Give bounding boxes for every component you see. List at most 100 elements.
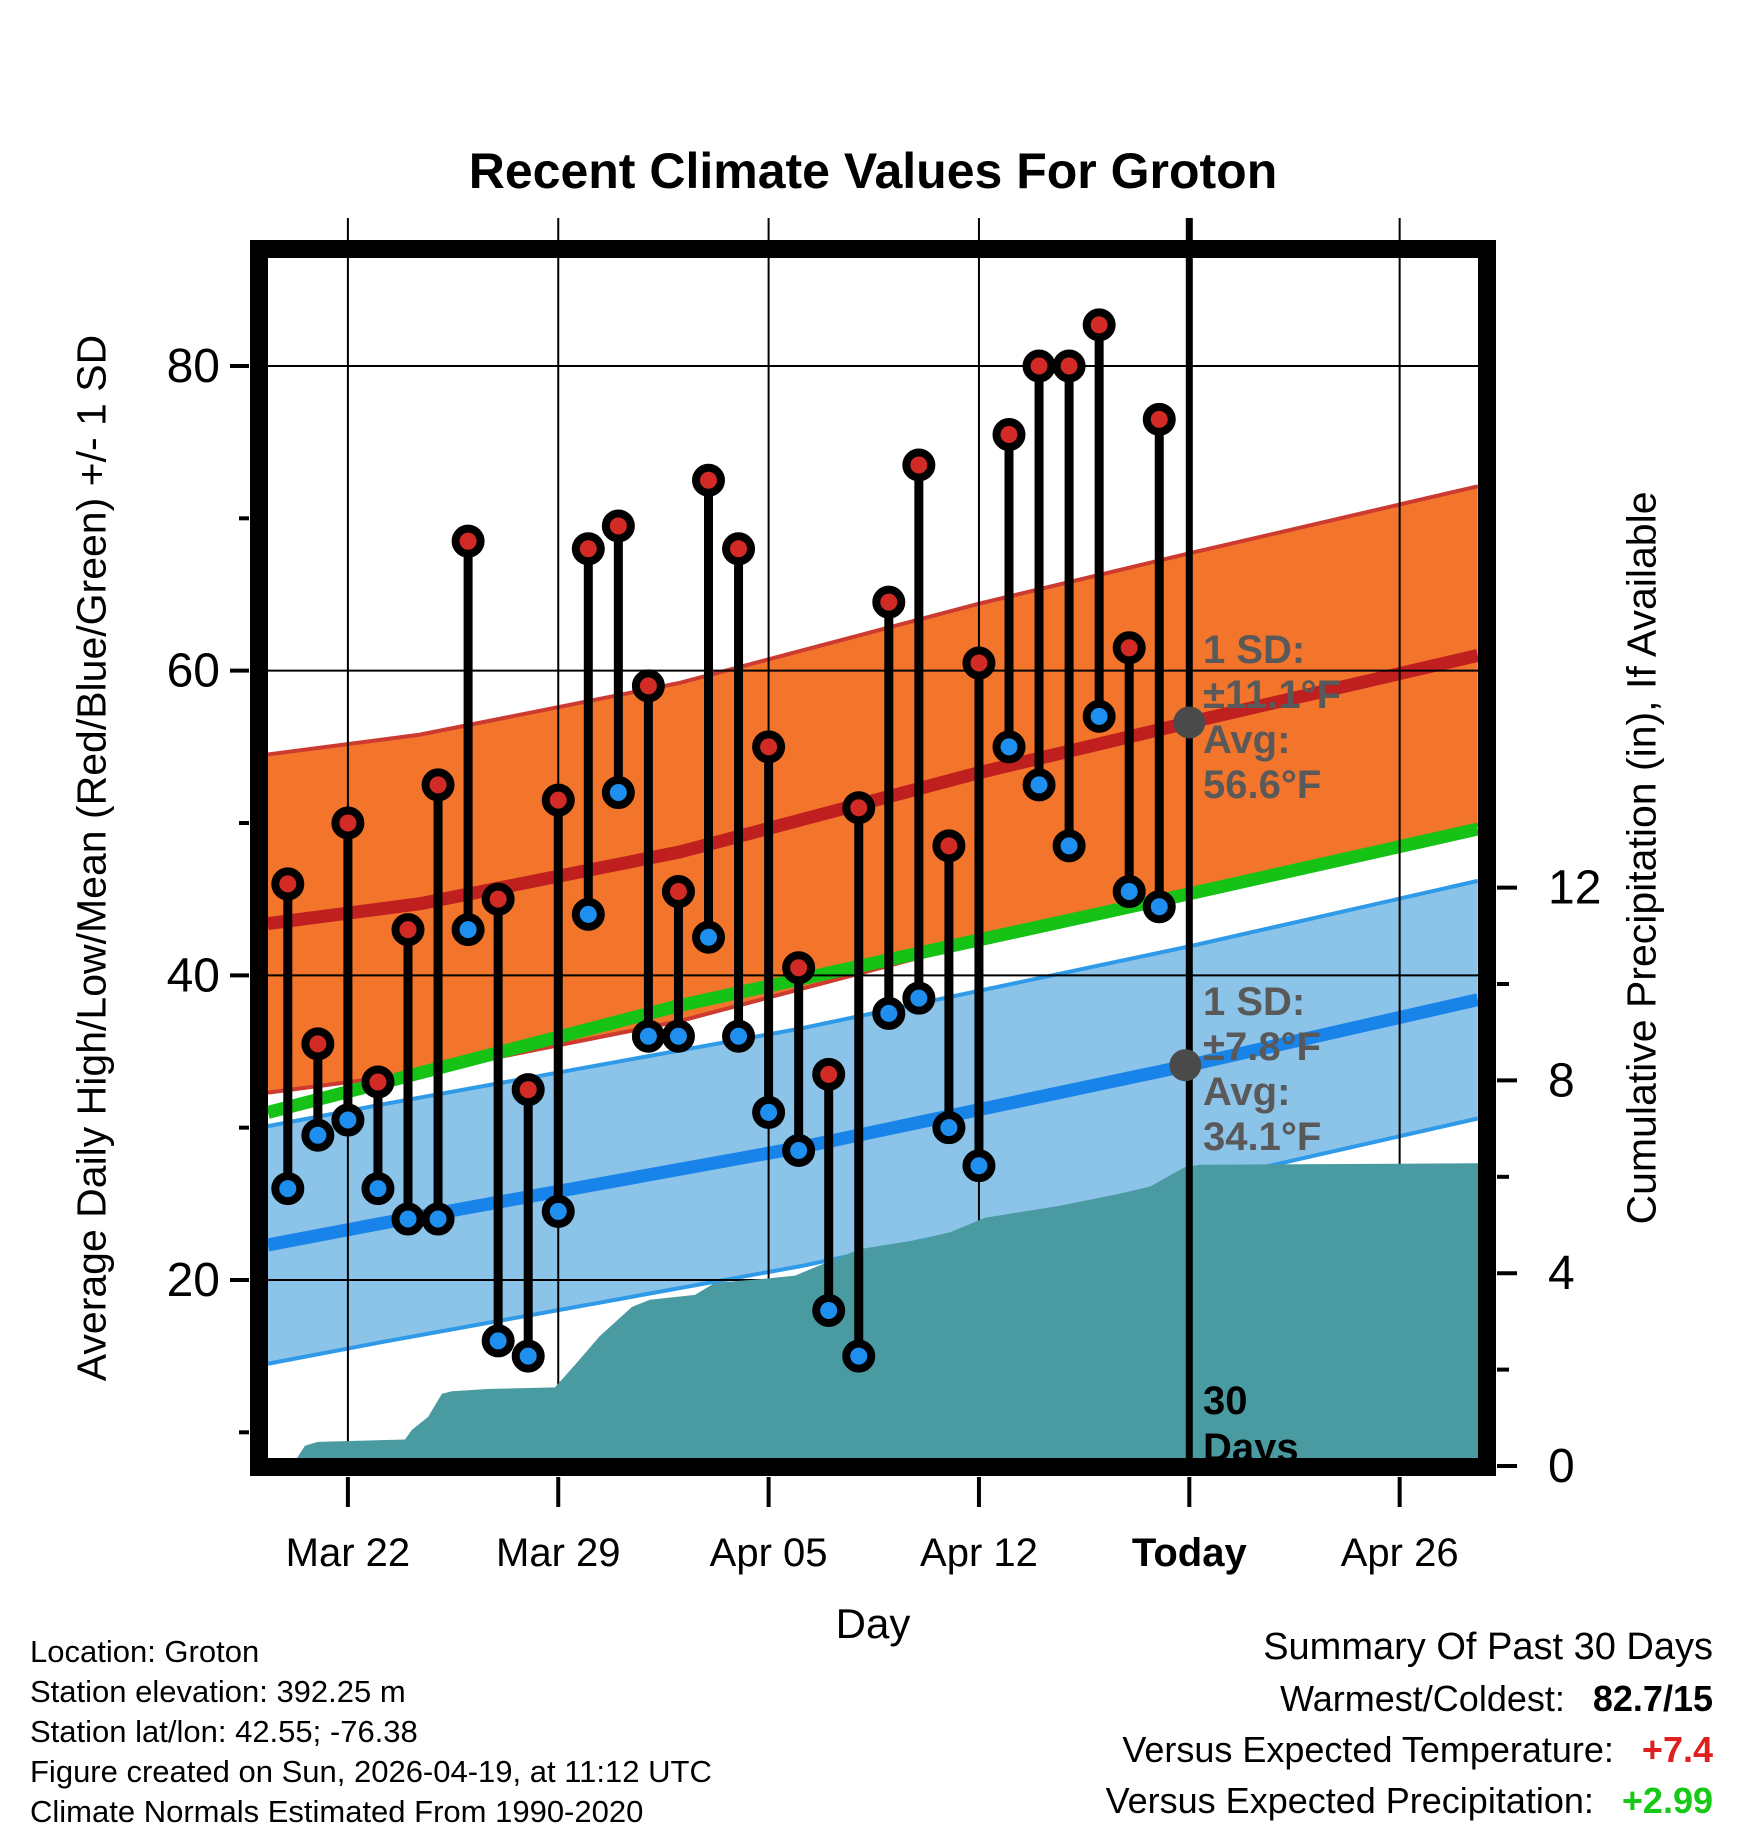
daily-high-dot: [1022, 349, 1056, 383]
daily-low-dot: [872, 996, 906, 1030]
daily-low-dot: [962, 1149, 996, 1183]
daily-high-dot: [301, 1027, 335, 1061]
daily-high-dot: [872, 585, 906, 619]
x-tick-label: Apr 26: [1341, 1531, 1459, 1575]
daily-low-dot: [1142, 890, 1176, 924]
daily-low-dot: [992, 730, 1026, 764]
thirty-days-label: 30 Days: [1203, 1379, 1299, 1470]
annotation-line: 56.6°F: [1203, 763, 1322, 807]
daily-low-dot: [571, 897, 605, 931]
summary-label: Versus Expected Precipitation:: [1105, 1780, 1594, 1821]
plot-frame: [250, 240, 1496, 1476]
figure-created: Figure created on Sun, 2026-04-19, at 11…: [30, 1754, 712, 1789]
daily-high-dot: [902, 448, 936, 482]
x-tick-label: Today: [1132, 1531, 1248, 1575]
mean-line: [266, 822, 1480, 1119]
daily-low-dot: [451, 913, 485, 947]
daily-low-dot: [752, 1095, 786, 1129]
summary-value: +2.99: [1621, 1780, 1713, 1821]
annotation-line: ±7.8°F: [1203, 1025, 1321, 1069]
daily-low-dot: [722, 1019, 756, 1053]
x-tick-label: Apr 05: [710, 1531, 828, 1575]
daily-high-dot: [601, 509, 635, 543]
daily-high-dot: [481, 882, 515, 916]
daily-high-dot: [361, 1065, 395, 1099]
y-axis-label-right: Cumulative Precipitation (in), If Availa…: [1618, 491, 1665, 1225]
daily-high-dot: [631, 669, 665, 703]
daily-high-dot: [541, 783, 575, 817]
summary-label: Warmest/Coldest:: [1280, 1678, 1565, 1719]
daily-low-dot: [812, 1293, 846, 1327]
daily-high-dot: [932, 829, 966, 863]
annotation-line: ±11.1°F: [1203, 673, 1342, 717]
daily-low-dot: [661, 1019, 695, 1053]
summary-row: Warmest/Coldest: 82.7/15: [1106, 1673, 1713, 1724]
daily-high-dot: [331, 806, 365, 840]
left-tick-label: 80: [167, 340, 220, 393]
left-tick-label: 20: [167, 1254, 220, 1307]
avg-high-marker: [1173, 706, 1206, 739]
daily-high-dot: [752, 730, 786, 764]
low-band-lower-edge: [267, 1116, 1479, 1366]
daily-low-dot: [842, 1339, 876, 1373]
daily-high-dot: [1142, 402, 1176, 436]
daily-low-dot: [1112, 875, 1146, 909]
daily-low-dot: [631, 1019, 665, 1053]
avg-high-line: [267, 649, 1480, 930]
daily-high-dot: [842, 791, 876, 825]
daily-high-dot: [782, 951, 816, 985]
summary-row: Versus Expected Precipitation: +2.99: [1106, 1775, 1713, 1826]
daily-high-dot: [511, 1073, 545, 1107]
daily-high-dot: [812, 1057, 846, 1091]
daily-low-dot: [391, 1202, 425, 1236]
daily-high-dot: [1052, 349, 1086, 383]
summary-row: Versus Expected Temperature: +7.4: [1106, 1724, 1713, 1775]
annotation-line: 1 SD:: [1203, 628, 1306, 672]
daily-low-dot: [331, 1103, 365, 1137]
summary-label: Versus Expected Temperature:: [1122, 1729, 1614, 1770]
x-tick-label: Apr 12: [920, 1531, 1038, 1575]
daily-low-dot: [692, 920, 725, 954]
summary-value: 82.7/15: [1592, 1678, 1713, 1719]
daily-low-dot: [1052, 829, 1086, 863]
left-tick-label: 60: [167, 645, 220, 698]
daily-low-dot: [601, 776, 635, 810]
daily-high-dot: [571, 532, 605, 566]
low-normal-band: [267, 880, 1478, 1364]
station-location: Location: Groton: [30, 1634, 260, 1669]
station-elevation: Station elevation: 392.25 m: [30, 1674, 406, 1709]
annotation-avg-low: 1 SD: ±7.8°F Avg: 34.1°F: [1203, 980, 1321, 1160]
daily-low-dot: [301, 1118, 335, 1152]
high-normal-band: [267, 486, 1478, 1093]
daily-low-dot: [541, 1194, 575, 1228]
summary-value: +7.4: [1641, 1729, 1713, 1770]
daily-low-dot: [902, 981, 936, 1015]
daily-low-dot: [511, 1339, 545, 1373]
daily-high-dot: [992, 418, 1026, 452]
x-tick-label: Mar 29: [496, 1531, 621, 1575]
daily-high-dot: [451, 524, 485, 558]
daily-high-dot: [391, 913, 425, 947]
daily-low-dot: [1022, 768, 1056, 802]
daily-low-dot: [421, 1202, 455, 1236]
daily-low-dot: [782, 1133, 816, 1167]
x-axis-label: Day: [835, 1600, 911, 1647]
summary-title: Summary Of Past 30 Days: [1263, 1626, 1713, 1668]
cumulative-precip-area: [267, 1163, 1478, 1467]
annotation-line: 34.1°F: [1203, 1115, 1322, 1159]
summary-block: Summary Of Past 30 Days Warmest/Coldest:…: [1106, 1622, 1713, 1826]
high-band-upper-edge: [267, 484, 1479, 757]
daily-high-dot: [1112, 631, 1146, 665]
daily-high-dot: [271, 867, 305, 901]
annotation-line: Avg:: [1203, 1070, 1291, 1114]
left-tick-label: 40: [167, 949, 220, 1002]
daily-high-dot: [661, 875, 695, 909]
x-tick-label: Mar 22: [286, 1531, 411, 1575]
y-axis-label-left: Average Daily High/Low/Mean (Red/Blue/Gr…: [68, 334, 115, 1382]
chart-title: Recent Climate Values For Groton: [468, 143, 1278, 199]
right-tick-label: 12: [1548, 862, 1601, 915]
daily-low-dot: [1082, 699, 1116, 733]
station-latlon: Station lat/lon: 42.55; -76.38: [30, 1714, 418, 1749]
